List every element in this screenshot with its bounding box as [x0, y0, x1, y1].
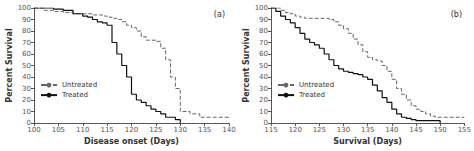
- svg-text:(b): (b): [451, 10, 462, 19]
- svg-text:130: 130: [174, 126, 187, 134]
- svg-text:Untreated: Untreated: [62, 81, 97, 89]
- svg-text:140: 140: [222, 126, 235, 134]
- svg-text:Untreated: Untreated: [299, 81, 334, 89]
- svg-text:135: 135: [361, 126, 374, 134]
- svg-text:145: 145: [409, 126, 422, 134]
- svg-text:140: 140: [385, 126, 398, 134]
- svg-text:80: 80: [22, 27, 31, 35]
- svg-text:Survival (Days): Survival (Days): [333, 137, 402, 146]
- svg-text:100: 100: [27, 126, 40, 134]
- svg-text:40: 40: [259, 73, 268, 81]
- svg-text:80: 80: [259, 27, 268, 35]
- svg-text:30: 30: [259, 85, 268, 93]
- svg-text:50: 50: [22, 62, 31, 70]
- svg-text:Percent Survival: Percent Survival: [242, 28, 251, 103]
- svg-text:Percent Survival: Percent Survival: [5, 28, 14, 103]
- svg-text:125: 125: [149, 126, 162, 134]
- svg-text:30: 30: [22, 85, 31, 93]
- svg-text:90: 90: [259, 16, 268, 24]
- svg-text:(a): (a): [214, 10, 225, 19]
- svg-text:125: 125: [313, 126, 326, 134]
- svg-text:Treated: Treated: [61, 91, 88, 99]
- svg-text:0: 0: [263, 119, 268, 127]
- svg-text:60: 60: [259, 50, 268, 58]
- svg-text:70: 70: [259, 39, 268, 47]
- svg-text:105: 105: [52, 126, 65, 134]
- svg-text:130: 130: [337, 126, 350, 134]
- svg-text:Disease onset (Days): Disease onset (Days): [84, 137, 179, 146]
- svg-text:10: 10: [259, 108, 268, 116]
- svg-text:20: 20: [259, 96, 268, 104]
- svg-text:155: 155: [458, 126, 471, 134]
- svg-text:100: 100: [255, 4, 268, 12]
- svg-text:Treated: Treated: [298, 91, 325, 99]
- svg-text:10: 10: [22, 108, 31, 116]
- svg-text:100: 100: [18, 4, 31, 12]
- svg-text:60: 60: [22, 50, 31, 58]
- svg-text:110: 110: [76, 126, 89, 134]
- svg-text:50: 50: [259, 62, 268, 70]
- svg-text:90: 90: [22, 16, 31, 24]
- svg-text:115: 115: [264, 126, 277, 134]
- svg-text:115: 115: [100, 126, 113, 134]
- svg-text:40: 40: [22, 73, 31, 81]
- svg-text:150: 150: [433, 126, 446, 134]
- svg-text:135: 135: [198, 126, 211, 134]
- svg-text:120: 120: [125, 126, 138, 134]
- svg-text:70: 70: [22, 39, 31, 47]
- svg-text:0: 0: [26, 119, 31, 127]
- svg-text:120: 120: [288, 126, 301, 134]
- svg-text:20: 20: [22, 96, 31, 104]
